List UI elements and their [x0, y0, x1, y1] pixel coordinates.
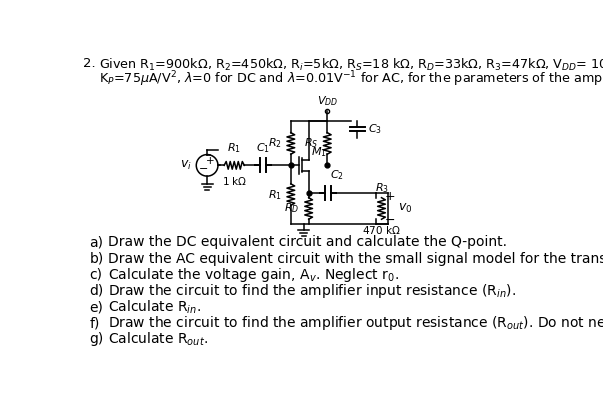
- Text: $R_D$: $R_D$: [284, 202, 299, 216]
- Text: c): c): [89, 267, 103, 282]
- Text: $v_0$: $v_0$: [398, 202, 412, 215]
- Text: Given R$_1$=900k$\Omega$, R$_2$=450k$\Omega$, R$_i$=5k$\Omega$, R$_S$=18 k$\Omeg: Given R$_1$=900k$\Omega$, R$_2$=450k$\Om…: [99, 57, 603, 73]
- Text: $C_1$: $C_1$: [256, 141, 270, 155]
- Text: −: −: [385, 213, 396, 227]
- Text: Draw the AC equivalent circuit with the small signal model for the transistor.: Draw the AC equivalent circuit with the …: [108, 252, 603, 265]
- Text: g): g): [89, 333, 104, 346]
- Text: $R_3$: $R_3$: [374, 182, 388, 196]
- Text: d): d): [89, 284, 104, 298]
- Text: +: +: [385, 191, 396, 203]
- Text: $v_i$: $v_i$: [180, 159, 192, 172]
- Text: 470 k$\Omega$: 470 k$\Omega$: [362, 224, 401, 236]
- Text: $R_S$: $R_S$: [303, 137, 318, 150]
- Text: 2.: 2.: [83, 57, 96, 70]
- Text: 1 k$\Omega$: 1 k$\Omega$: [221, 175, 247, 187]
- Text: e): e): [89, 300, 103, 314]
- Text: Draw the DC equivalent circuit and calculate the Q-point.: Draw the DC equivalent circuit and calcu…: [108, 235, 507, 249]
- Text: −: −: [200, 164, 209, 174]
- Text: f): f): [89, 316, 99, 330]
- Text: Draw the circuit to find the amplifier output resistance (R$_{out}$). Do not neg: Draw the circuit to find the amplifier o…: [108, 314, 603, 332]
- Text: +: +: [206, 157, 215, 166]
- Text: $C_3$: $C_3$: [368, 122, 382, 136]
- Text: $V_{DD}$: $V_{DD}$: [317, 94, 338, 108]
- Text: Draw the circuit to find the amplifier input resistance (R$_{in}$).: Draw the circuit to find the amplifier i…: [108, 282, 516, 300]
- Text: Calculate R$_{in}$.: Calculate R$_{in}$.: [108, 298, 201, 316]
- Text: Calculate the voltage gain, A$_v$. Neglect r$_0$.: Calculate the voltage gain, A$_v$. Negle…: [108, 266, 399, 284]
- Text: $R_1$: $R_1$: [268, 188, 282, 202]
- Text: $R_2$: $R_2$: [268, 137, 282, 150]
- Text: $R_1$: $R_1$: [227, 142, 241, 155]
- Text: K$_P$=75$\mu$A/V$^2$, $\lambda$=0 for DC and $\lambda$=0.01V$^{-1}$ for AC, for : K$_P$=75$\mu$A/V$^2$, $\lambda$=0 for DC…: [99, 69, 603, 89]
- Text: Calculate R$_{out}$.: Calculate R$_{out}$.: [108, 330, 208, 348]
- Text: a): a): [89, 235, 103, 249]
- Text: b): b): [89, 252, 104, 265]
- Text: $C_2$: $C_2$: [330, 169, 344, 182]
- Text: $M_1$: $M_1$: [311, 145, 327, 159]
